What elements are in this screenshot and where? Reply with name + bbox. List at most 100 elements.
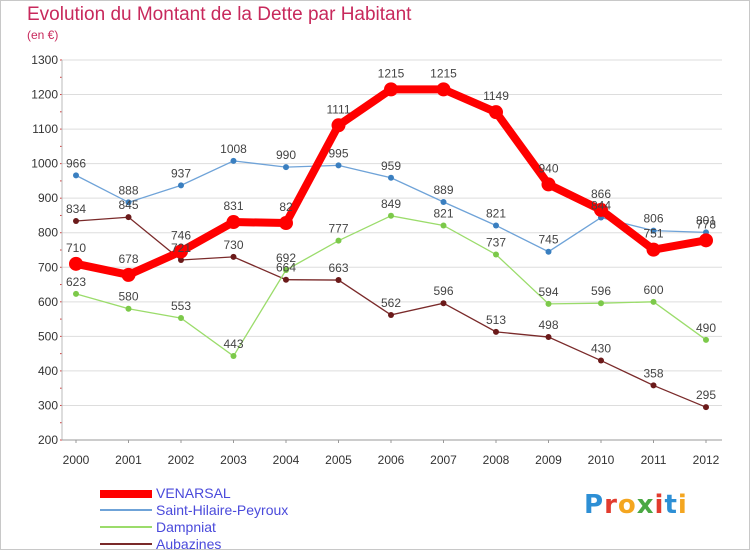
data-label-dampniat-2007: 821 (433, 206, 453, 220)
point-aubazines-2003 (230, 253, 237, 260)
point-venarsal-2001 (121, 267, 136, 282)
data-label-aubazines-2006: 562 (381, 296, 401, 310)
x-tick-2001: 2001 (115, 453, 142, 467)
x-tick-2009: 2009 (535, 453, 562, 467)
point-aubazines-2001 (125, 214, 132, 221)
point-aubazines-2004 (283, 276, 289, 283)
point-venarsal-2007 (436, 82, 451, 97)
data-label-dampniat-2004: 692 (276, 251, 296, 265)
point-dampniat-2004 (283, 267, 289, 274)
point-dampniat-2008 (493, 251, 499, 258)
x-tick-2010: 2010 (588, 453, 615, 467)
data-label-aubazines-2005: 663 (328, 261, 348, 275)
data-label-saint-hilaire-peyroux-2005: 995 (328, 146, 348, 160)
data-label-venarsal-2002: 746 (171, 228, 191, 242)
x-tick-2000: 2000 (63, 453, 90, 467)
axis-layer: 200 300 400 500 600 700 800 900 1000 1100 1200 1300… (31, 53, 722, 467)
data-label-saint-hilaire-peyroux-2010: 844 (591, 199, 611, 213)
data-label-aubazines-2002: 721 (171, 241, 191, 255)
point-dampniat-2010 (598, 300, 604, 307)
x-tick-2004: 2004 (273, 453, 300, 467)
data-label-layer: 710 678 746 831 82 1111 1215 1215 1149 940 866 751 7… (66, 66, 716, 402)
series-aubazines (73, 214, 709, 411)
point-dampniat-2012 (703, 336, 709, 343)
series-dampniat (73, 212, 709, 360)
point-aubazines-2009 (545, 334, 552, 341)
data-label-saint-hilaire-peyroux-2004: 990 (276, 148, 296, 162)
point-aubazines-2005 (335, 277, 342, 284)
series-layer (69, 82, 713, 411)
data-label-dampniat-2002: 553 (171, 299, 191, 313)
point-dampniat-2011 (650, 298, 657, 305)
data-label-aubazines-2000: 834 (66, 202, 86, 216)
data-label-venarsal-2004: 82 (279, 200, 293, 214)
point-saint-hilaire-peyroux-2000 (73, 172, 79, 179)
legend-swatch-dampniat (100, 526, 152, 528)
point-dampniat-2005 (335, 237, 342, 244)
data-label-aubazines-2009: 498 (538, 318, 558, 332)
legend-swatch-venarsal (100, 490, 152, 498)
point-saint-hilaire-peyroux-2009 (545, 248, 552, 255)
point-aubazines-2000 (73, 217, 79, 224)
point-dampniat-2001 (125, 305, 132, 312)
data-label-dampniat-2008: 737 (486, 235, 506, 249)
point-aubazines-2002 (178, 257, 184, 264)
data-label-saint-hilaire-peyroux-2012: 801 (696, 213, 716, 227)
point-aubazines-2008 (493, 328, 499, 335)
x-tick-2003: 2003 (220, 453, 247, 467)
point-dampniat-2003 (230, 353, 237, 360)
point-dampniat-2006 (388, 212, 394, 219)
legend-label-saint-hilaire-peyroux: Saint-Hilaire-Peyroux (156, 502, 289, 518)
x-tick-2006: 2006 (378, 453, 405, 467)
y-tick-300: 300 (38, 398, 58, 412)
data-label-venarsal-2005: 1111 (326, 102, 350, 116)
data-label-saint-hilaire-peyroux-2007: 889 (433, 183, 453, 197)
data-label-dampniat-2003: 443 (223, 337, 243, 351)
data-label-aubazines-2011: 358 (643, 366, 663, 380)
y-tick-400: 400 (38, 364, 58, 378)
data-label-saint-hilaire-peyroux-2006: 959 (381, 159, 401, 173)
point-saint-hilaire-peyroux-2005 (335, 162, 342, 169)
point-venarsal-2004 (279, 216, 293, 231)
data-label-saint-hilaire-peyroux-2002: 937 (171, 166, 191, 180)
data-label-venarsal-2010: 866 (591, 187, 611, 201)
point-dampniat-2009 (545, 300, 552, 307)
data-label-saint-hilaire-peyroux-2003: 1008 (220, 142, 247, 156)
data-label-dampniat-2012: 490 (696, 321, 716, 335)
y-tick-1200: 1200 (31, 88, 58, 102)
data-label-venarsal-2001: 678 (118, 252, 138, 266)
data-label-aubazines-2008: 513 (486, 313, 506, 327)
data-label-aubazines-2010: 430 (591, 342, 611, 356)
x-tick-2007: 2007 (430, 453, 457, 467)
data-label-dampniat-2000: 623 (66, 275, 86, 289)
y-tick-600: 600 (38, 295, 58, 309)
legend-label-dampniat: Dampniat (156, 519, 216, 535)
x-tick-2002: 2002 (168, 453, 195, 467)
point-venarsal-2005 (331, 118, 346, 133)
data-label-dampniat-2001: 580 (118, 290, 138, 304)
point-venarsal-2010 (594, 202, 608, 217)
data-label-aubazines-2004: 664 (276, 261, 296, 275)
legend-label-venarsal: VENARSAL (156, 485, 231, 501)
point-saint-hilaire-peyroux-2002 (178, 182, 184, 189)
data-label-dampniat-2006: 849 (381, 197, 401, 211)
point-saint-hilaire-peyroux-2007 (440, 198, 447, 205)
point-saint-hilaire-peyroux-2008 (493, 222, 499, 229)
data-label-saint-hilaire-peyroux-2011: 806 (643, 212, 663, 226)
data-label-venarsal-2006: 1215 (378, 66, 405, 80)
point-venarsal-2012 (699, 233, 713, 248)
point-aubazines-2007 (440, 300, 447, 307)
data-label-aubazines-2001: 845 (118, 198, 138, 212)
point-dampniat-2007 (440, 222, 447, 229)
point-aubazines-2010 (598, 357, 604, 364)
y-tick-500: 500 (38, 329, 58, 343)
data-label-venarsal-2011: 751 (643, 227, 663, 241)
y-tick-800: 800 (38, 226, 58, 240)
point-venarsal-2009 (541, 177, 556, 192)
data-label-venarsal-2009: 940 (538, 161, 558, 175)
data-label-saint-hilaire-peyroux-2001: 888 (118, 183, 138, 197)
x-tick-2005: 2005 (325, 453, 352, 467)
data-label-saint-hilaire-peyroux-2000: 966 (66, 156, 86, 170)
data-label-dampniat-2009: 594 (538, 285, 558, 299)
point-venarsal-2011 (646, 242, 661, 257)
